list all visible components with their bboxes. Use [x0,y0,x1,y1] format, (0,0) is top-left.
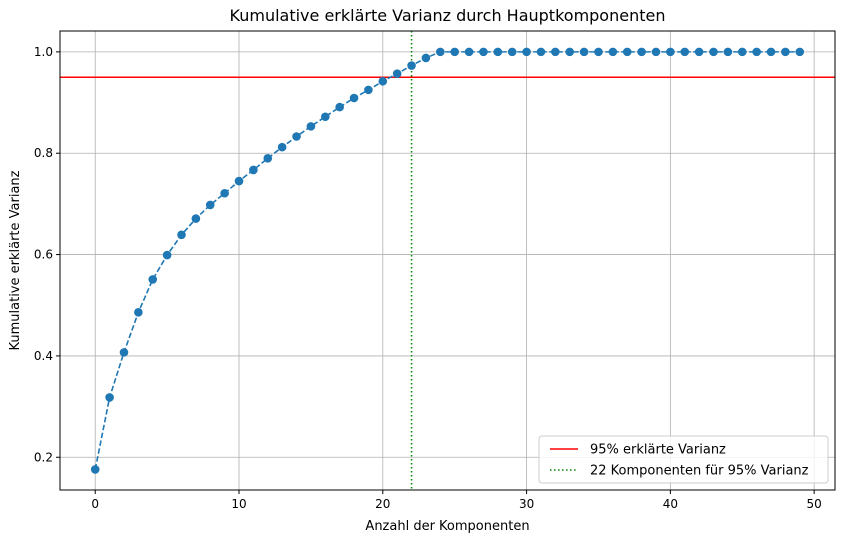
data-point [407,61,416,70]
legend-box [538,435,829,484]
data-point [320,112,330,122]
legend: 95% erklärte Varianz 22 Komponenten für … [538,435,829,484]
data-point [105,393,114,402]
x-tick-label: 10 [231,497,246,511]
legend-label-vertical-line: 22 Komponenten für 95% Varianz [590,464,809,479]
data-point [162,250,172,260]
data-point [148,275,158,284]
data-point [479,47,488,57]
y-tick-label: 0.6 [34,248,53,262]
data-point [637,47,646,57]
data-point [795,47,805,57]
data-point [436,47,445,57]
data-point [522,47,531,57]
series-line [94,51,800,470]
data-point [594,47,603,57]
data-point [694,47,704,57]
data-point [666,47,675,57]
data-point [781,47,790,57]
data-point [263,153,273,163]
data-point [622,47,632,57]
data-point [565,47,575,57]
y-tick-label: 0.4 [34,349,53,363]
data-point [766,47,776,57]
data-point [335,102,344,112]
x-tick-label: 40 [663,497,678,511]
y-tick-label: 1.0 [34,45,53,59]
data-point [220,188,229,198]
data-point [507,47,517,57]
plot-frame [59,30,836,491]
x-tick-label: 20 [375,497,390,511]
data-point [551,47,560,57]
data-point [234,176,244,186]
data-point [378,76,388,86]
data-point [579,47,589,57]
data-point [450,47,459,57]
y-tick-label: 0.2 [34,450,53,464]
data-point [536,47,546,57]
data-point [464,47,474,57]
data-point [134,308,143,317]
data-point [421,53,431,63]
chart-title: Kumulative erklärte Varianz durch Hauptk… [230,6,666,25]
data-point [90,465,100,474]
data-point [752,47,761,57]
data-point [292,132,301,141]
x-tick-label: 50 [807,497,822,511]
x-tick-label: 0 [91,497,99,511]
data-point [249,165,258,175]
reference-lines [60,31,835,490]
y-axis-label: Kumulative erklärte Varianz [8,170,23,350]
data-point [709,47,718,57]
data-point [277,142,287,152]
data-point [493,47,503,57]
data-point [364,85,373,95]
data-point [680,47,690,57]
legend-label-horizontal-line: 95% erklärte Varianz [590,443,726,458]
x-axis-label: Anzahl der Komponenten [365,519,529,534]
data-point [723,47,733,57]
data-point [177,230,186,240]
data-point [306,122,316,131]
grid [60,31,835,490]
x-tick-label: 30 [519,497,534,511]
y-tick-label: 0.8 [34,146,53,160]
data-point [608,47,618,57]
data-point [349,93,359,103]
data-point [737,47,747,57]
data-point [191,214,201,223]
data-point [392,69,402,78]
axis-ticks: 0 10 20 30 40 50 0.2 0.4 0.6 0.8 1.0 [34,45,822,511]
data-point [651,47,661,57]
series-layer [90,47,805,474]
data-point [205,200,215,210]
data-point [119,348,129,357]
